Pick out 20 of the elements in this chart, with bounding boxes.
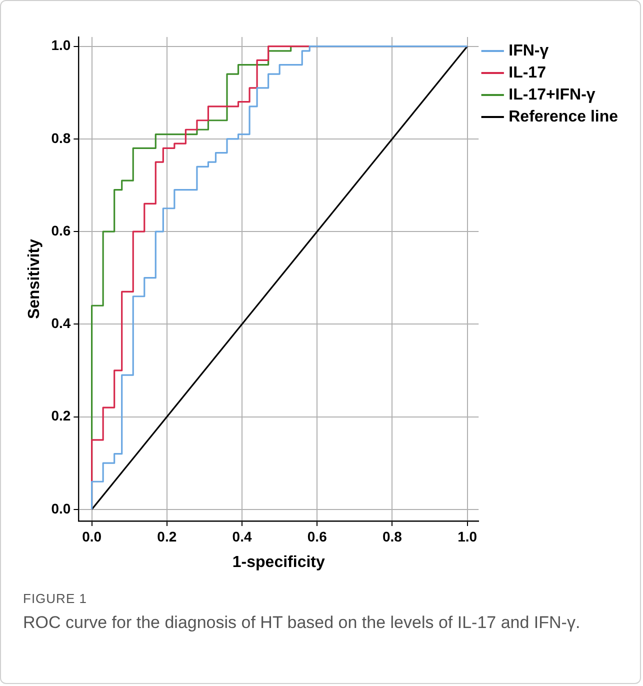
y-tick-label: 0.2 bbox=[51, 408, 71, 424]
y-tick-label: 0.4 bbox=[51, 315, 71, 332]
y-tick-label: 1.0 bbox=[51, 37, 71, 54]
caption: FIGURE 1 bbox=[23, 591, 88, 606]
x-tick-label: 0.8 bbox=[382, 528, 402, 544]
x-tick-label: 0.6 bbox=[307, 528, 328, 544]
text: ROC curve for the diagnosis of HT based on the levels of IL-17 and IFN-γ. bbox=[23, 612, 582, 634]
legend-label: IL-17 bbox=[508, 64, 546, 82]
x-tick-label: 0.0 bbox=[82, 528, 102, 544]
x-tick-label: 0.2 bbox=[157, 528, 177, 544]
y-tick-label: 0.0 bbox=[51, 500, 71, 516]
legend-label: IL-17+IFN-γ bbox=[508, 86, 596, 104]
x-tick-label: 0.4 bbox=[232, 528, 252, 544]
y-tick-label: 0.8 bbox=[51, 130, 71, 146]
x-axis-title: 1-specificity bbox=[232, 554, 325, 571]
y-axis-title: Sensitivity bbox=[26, 238, 44, 320]
x-tick-label: 1.0 bbox=[458, 528, 478, 544]
legend-label: IFN-γ bbox=[508, 42, 549, 60]
y-tick-label: 0.6 bbox=[51, 222, 71, 238]
legend-label: Reference line bbox=[508, 108, 618, 126]
